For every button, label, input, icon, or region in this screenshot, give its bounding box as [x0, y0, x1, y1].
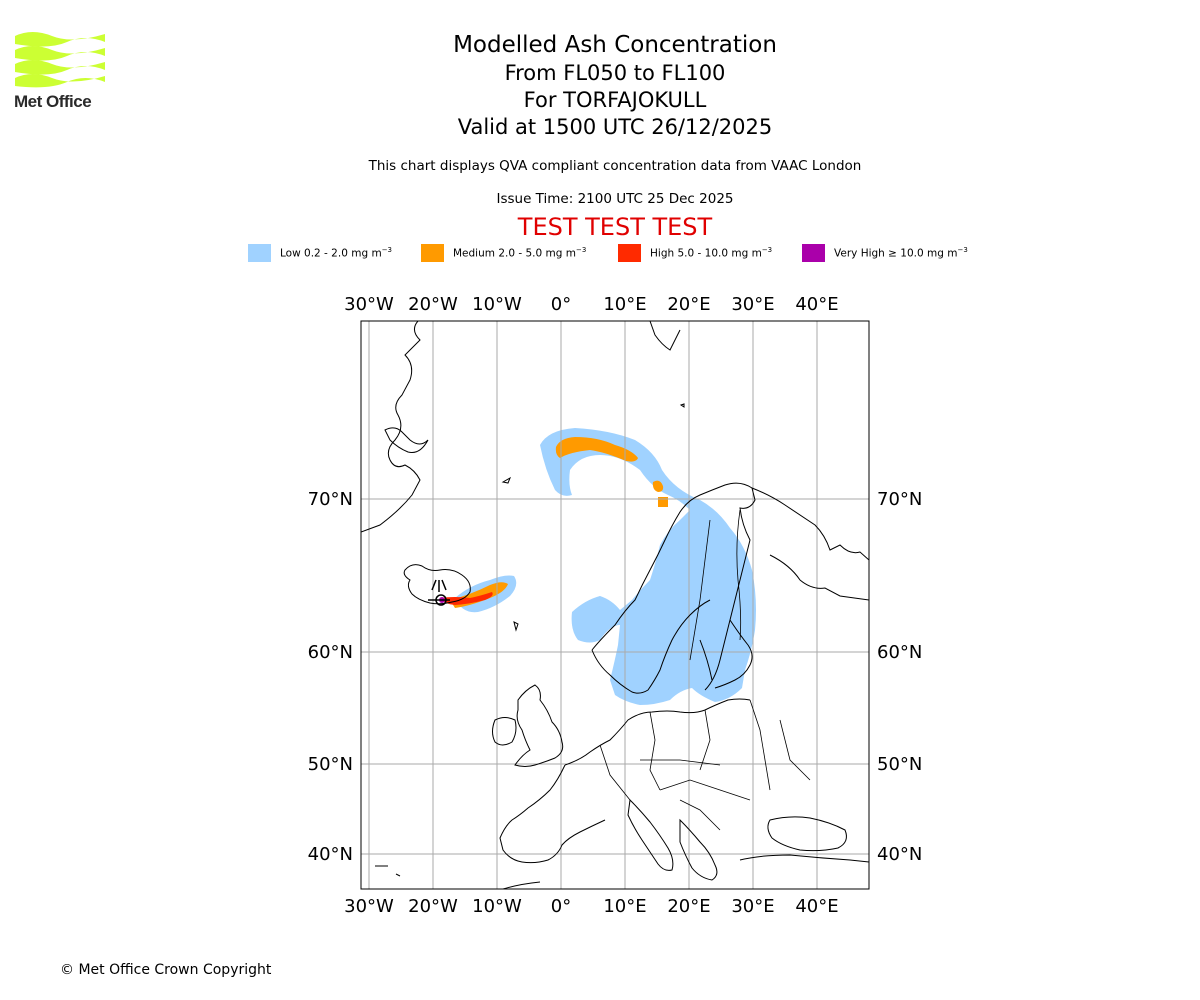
- lon-label: 40°E: [795, 294, 838, 315]
- lon-label: 10°W: [472, 896, 522, 917]
- subtitle: This chart displays QVA compliant concen…: [368, 158, 862, 174]
- lon-label: 30°W: [344, 294, 394, 315]
- lon-label: 30°E: [731, 896, 774, 917]
- legend-label-high: High 5.0 - 10.0 mg m: [650, 247, 762, 260]
- lon-label: 10°E: [603, 294, 646, 315]
- volcano-marker: [428, 579, 450, 606]
- lat-label: 70°N: [308, 489, 353, 510]
- test-banner: TEST TEST TEST: [517, 213, 713, 241]
- lat-label: 50°N: [877, 754, 922, 775]
- coastlines: [361, 321, 869, 889]
- lon-label: 20°W: [408, 294, 458, 315]
- lon-label: 20°E: [667, 294, 710, 315]
- title-line-1: Modelled Ash Concentration: [453, 32, 777, 58]
- lon-label: 10°W: [472, 294, 522, 315]
- lat-label: 70°N: [877, 489, 922, 510]
- lat-labels-right: 70°N 60°N 50°N 40°N: [877, 489, 922, 865]
- lat-label: 50°N: [308, 754, 353, 775]
- lon-label: 20°W: [408, 896, 458, 917]
- lat-label: 40°N: [877, 844, 922, 865]
- lon-label: 0°: [551, 896, 571, 917]
- lon-label: 30°W: [344, 896, 394, 917]
- logo-text: Met Office: [14, 92, 92, 111]
- legend-swatch-high: [618, 244, 641, 262]
- lat-label: 40°N: [308, 844, 353, 865]
- graticule: [361, 321, 869, 889]
- country-borders: [599, 509, 811, 831]
- lon-labels-top: 30°W 20°W 10°W 0° 10°E 20°E 30°E 40°E: [344, 294, 838, 315]
- legend-swatch-medium: [421, 244, 444, 262]
- legend-swatch-very-high: [802, 244, 825, 262]
- map-frame: [360, 320, 870, 890]
- legend-label-low: Low 0.2 - 2.0 mg m: [280, 247, 382, 260]
- lon-label: 20°E: [667, 896, 710, 917]
- lat-label: 60°N: [308, 642, 353, 663]
- legend-swatch-low: [248, 244, 271, 262]
- title-line-3: For TORFAJOKULL: [523, 88, 707, 112]
- title-line-4: Valid at 1500 UTC 26/12/2025: [457, 115, 773, 139]
- copyright: © Met Office Crown Copyright: [60, 962, 272, 978]
- lon-label: 0°: [551, 294, 571, 315]
- chart-title: Modelled Ash Concentration From FL050 to…: [300, 30, 930, 141]
- lon-labels-bottom: 30°W 20°W 10°W 0° 10°E 20°E 30°E 40°E: [344, 896, 838, 917]
- lon-label: 30°E: [731, 294, 774, 315]
- lat-label: 60°N: [877, 642, 922, 663]
- legend-label-medium: Medium 2.0 - 5.0 mg m: [453, 247, 576, 260]
- legend-label-very-high: Very High ≥ 10.0 mg m: [834, 247, 958, 260]
- lon-label: 10°E: [603, 896, 646, 917]
- met-office-logo: [15, 32, 105, 88]
- lon-label: 40°E: [795, 896, 838, 917]
- title-line-2: From FL050 to FL100: [504, 61, 726, 85]
- lat-labels-left: 70°N 60°N 50°N 40°N: [308, 489, 353, 865]
- issue-time: Issue Time: 2100 UTC 25 Dec 2025: [496, 191, 734, 207]
